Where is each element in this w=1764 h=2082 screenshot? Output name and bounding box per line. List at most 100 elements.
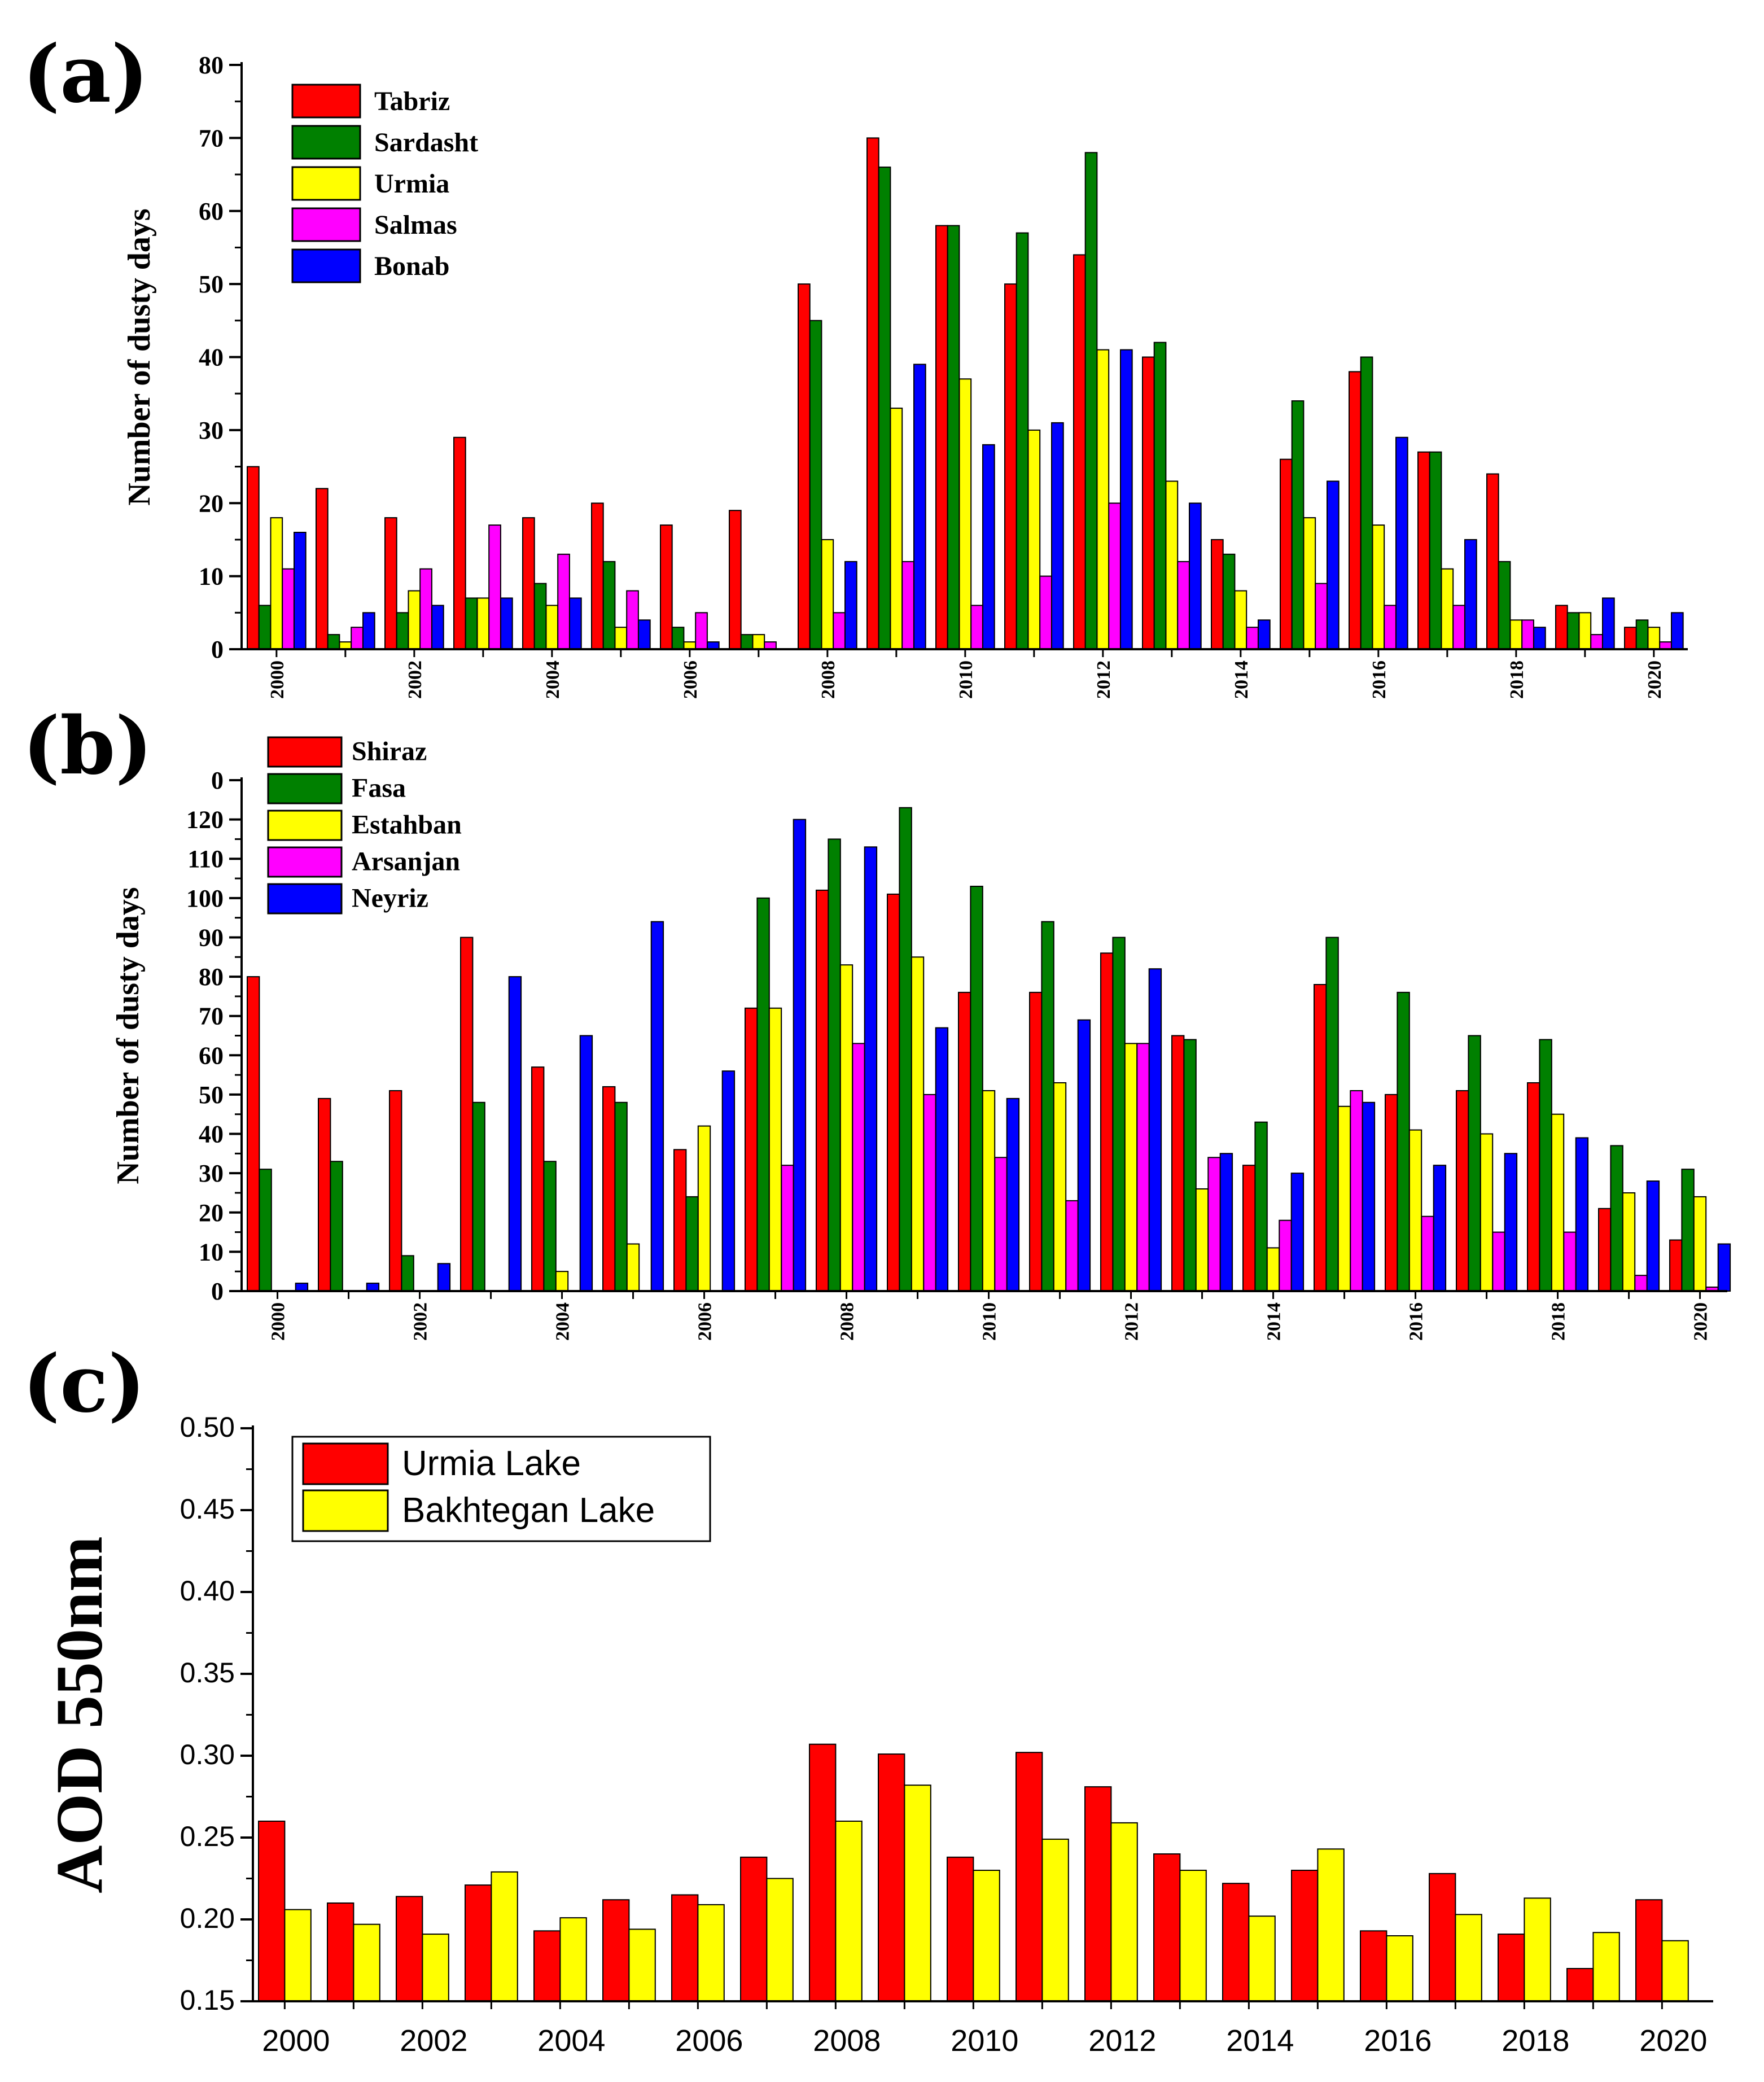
panel-label-a: (a)	[23, 28, 148, 121]
legend-label-urmia-lake: Urmia Lake	[402, 1444, 581, 1483]
bar-b-fasa-2006	[685, 1196, 699, 1292]
bar-a-urmia-2015	[1303, 517, 1316, 650]
bar-a-bonab-2012	[1120, 349, 1133, 650]
bar-a-tabriz-2004	[522, 517, 535, 650]
y-tick-label: 0.25	[180, 1821, 235, 1852]
bar-a-bonab-2008	[844, 561, 857, 650]
legend-swatch-fasa	[267, 773, 343, 804]
bar-a-salmas-2003	[488, 524, 501, 650]
legend-label-fasa: Fasa	[352, 773, 406, 803]
bar-b-shiraz-2005	[602, 1086, 616, 1292]
x-tick-label: 2006	[675, 2024, 743, 2058]
bar-a-tabriz-2005	[591, 502, 604, 650]
y-tick-label: 80	[199, 963, 224, 991]
legend-label-sardasht: Sardasht	[374, 128, 478, 158]
panel-label-c: (c)	[23, 1338, 146, 1431]
legend-swatch-sardasht	[291, 125, 361, 160]
legend-label-salmas: Salmas	[374, 210, 457, 240]
bar-b-neyriz-2012	[1148, 968, 1162, 1292]
bar-a-sardasht-2016	[1360, 356, 1373, 650]
bar-c-bakhtegan-lake-2016	[1386, 1935, 1413, 2002]
bar-c-urmia-lake-2007	[740, 1856, 768, 2002]
bar-a-salmas-2005	[626, 590, 639, 650]
bar-b-shiraz-2009	[887, 893, 900, 1292]
bar-b-arsanjan-2015	[1350, 1090, 1363, 1292]
bar-b-arsanjan-2014	[1279, 1219, 1292, 1292]
x-tick-label: 2014	[1264, 1302, 1285, 1341]
bar-b-fasa-2013	[1183, 1039, 1197, 1292]
bar-c-urmia-lake-2017	[1429, 1873, 1456, 2002]
bar-c-bakhtegan-lake-2014	[1248, 1915, 1276, 2002]
bar-a-bonab-2009	[913, 364, 926, 650]
bar-a-sardasht-2019	[1566, 612, 1580, 650]
x-tick-label: 2010	[979, 1302, 1000, 1341]
legend-label-urmia: Urmia	[374, 169, 449, 199]
bar-b-estahban-2020	[1693, 1196, 1707, 1292]
legend-label-shiraz: Shiraz	[352, 737, 427, 767]
bar-a-salmas-2011	[1039, 575, 1052, 650]
y-tick-label: 0.20	[180, 1902, 235, 1934]
bar-b-neyriz-2000	[295, 1283, 309, 1292]
bar-b-shiraz-2000	[247, 976, 260, 1292]
bar-a-urmia-2017	[1441, 568, 1454, 650]
bar-c-urmia-lake-2002	[396, 1896, 423, 2002]
bar-b-estahban-2019	[1622, 1192, 1636, 1292]
x-tick-label: 2020	[1691, 1302, 1712, 1341]
bar-b-arsanjan-2008	[852, 1043, 865, 1292]
bar-b-estahban-2017	[1480, 1133, 1494, 1292]
bar-b-shiraz-2003	[460, 937, 474, 1292]
bar-a-sardasht-2002	[396, 612, 409, 650]
bar-b-neyriz-2015	[1362, 1101, 1376, 1292]
bar-a-salmas-2009	[901, 561, 914, 650]
x-tick-label: 2018	[1502, 2024, 1569, 2058]
bar-b-fasa-2018	[1539, 1039, 1552, 1292]
bar-b-estahban-2009	[911, 956, 925, 1292]
bar-a-urmia-2016	[1372, 524, 1385, 650]
bar-a-urmia-2005	[614, 627, 628, 650]
x-tick-label: 2018	[1548, 1302, 1569, 1341]
bar-b-fasa-2001	[330, 1161, 343, 1292]
bar-a-salmas-2012	[1108, 502, 1121, 650]
y-tick-label: 0.35	[180, 1657, 235, 1689]
bar-a-urmia-2010	[958, 378, 972, 650]
y-axis-label: AOD 550nm	[42, 1536, 116, 1893]
bar-c-bakhtegan-lake-2000	[284, 1909, 312, 2002]
x-tick-label: 2004	[537, 2024, 605, 2058]
bar-c-bakhtegan-lake-2011	[1041, 1838, 1069, 2002]
bar-b-estahban-2015	[1337, 1105, 1351, 1292]
bar-a-bonab-2003	[500, 597, 513, 650]
x-tick-label: 2004	[542, 661, 563, 699]
bar-b-shiraz-2014	[1242, 1165, 1256, 1292]
x-tick-label: 2002	[410, 1302, 431, 1341]
bar-a-sardasht-2001	[327, 634, 340, 650]
bar-c-bakhtegan-lake-2012	[1110, 1822, 1138, 2002]
x-tick-label: 2010	[956, 661, 977, 699]
bar-b-fasa-2005	[614, 1101, 628, 1292]
bar-b-estahban-2011	[1053, 1082, 1067, 1292]
bar-b-arsanjan-2019	[1634, 1275, 1648, 1292]
legend-swatch-estahban	[267, 810, 343, 841]
x-tick-label: 2002	[405, 661, 426, 699]
bar-a-salmas-2017	[1452, 605, 1465, 650]
bar-a-sardasht-2006	[671, 627, 685, 650]
bar-a-sardasht-2011	[1015, 232, 1029, 650]
y-tick-label: 70	[199, 1003, 224, 1030]
bar-c-urmia-lake-2006	[671, 1894, 699, 2002]
bar-a-sardasht-2012	[1084, 152, 1098, 650]
y-tick-label: 0	[211, 636, 224, 663]
bar-a-salmas-2002	[419, 568, 432, 650]
bar-c-bakhtegan-lake-2001	[353, 1923, 380, 2002]
bar-b-fasa-2007	[756, 897, 770, 1292]
bar-a-urmia-2013	[1165, 480, 1179, 650]
bar-a-sardasht-2000	[258, 605, 272, 650]
legend-label-bakhtegan-lake: Bakhtegan Lake	[402, 1491, 655, 1530]
bar-a-bonab-2004	[569, 597, 582, 650]
bar-c-bakhtegan-lake-2017	[1455, 1914, 1482, 2002]
bar-a-tabriz-2013	[1142, 356, 1155, 650]
legend-swatch-shiraz	[267, 736, 343, 768]
bar-a-tabriz-2017	[1417, 451, 1430, 650]
bar-a-urmia-2003	[476, 597, 490, 650]
bar-b-fasa-2012	[1112, 937, 1126, 1292]
bar-a-sardasht-2008	[809, 320, 822, 650]
